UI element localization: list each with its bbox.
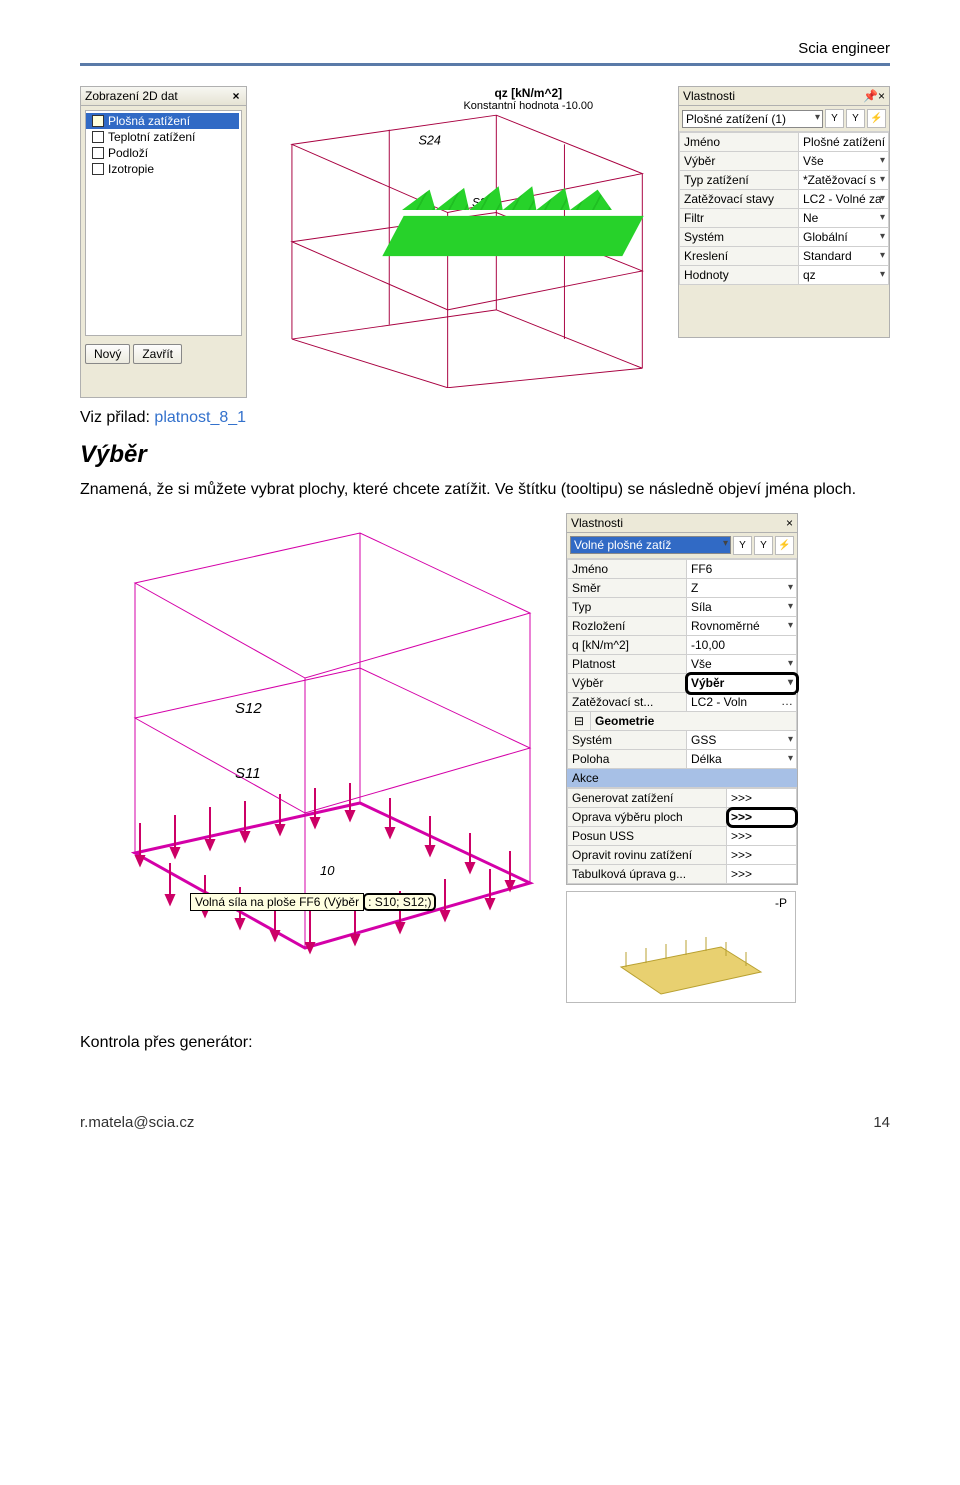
tooltip-highlight: : S10; S12;): [363, 893, 436, 911]
akce-oprava-highlight[interactable]: >>>: [727, 808, 797, 827]
props1-dropdown[interactable]: Plošné zatížení (1): [682, 110, 823, 128]
link-platnost[interactable]: platnost_8_1: [154, 409, 246, 426]
figure-2: S12 S11 10 []: [80, 513, 890, 1003]
props2-title: Vlastnosti: [571, 516, 623, 530]
figure-1: Zobrazení 2D dat × Plošná zatížení Teplo…: [80, 86, 890, 398]
footer-email: r.matela@scia.cz: [80, 1114, 194, 1131]
tree-item-podlozi[interactable]: Podloží: [86, 145, 239, 161]
props1-hodnoty[interactable]: qz: [799, 266, 889, 285]
body2-line: Kontrola přes generátor:: [80, 1033, 890, 1054]
pin-icon[interactable]: 📌: [863, 89, 878, 103]
close-icon[interactable]: ×: [229, 89, 242, 103]
zobrazeni-panel: Zobrazení 2D dat × Plošná zatížení Teplo…: [80, 86, 247, 398]
filter2-icon[interactable]: Y: [846, 109, 865, 128]
novy-button[interactable]: Nový: [85, 344, 130, 364]
footer-page: 14: [873, 1114, 890, 1131]
tree-item-teplotni[interactable]: Teplotní zatížení: [86, 129, 239, 145]
props1-system[interactable]: Globální: [799, 228, 889, 247]
akce-generovat[interactable]: >>>: [727, 789, 797, 808]
header-app: Scia engineer: [80, 40, 890, 57]
props1-grid: JménoPlošné zatížení VýběrVše Typ zatíže…: [679, 132, 889, 285]
tree-item-izotropie[interactable]: Izotropie: [86, 161, 239, 177]
heading-vyber: Výběr: [80, 439, 890, 470]
figure1-3d: qz [kN/m^2] Konstantní hodnota -10.00 S2…: [253, 86, 672, 396]
wand-icon[interactable]: ⚡: [775, 536, 794, 555]
props2-vyber-highlight[interactable]: Výběr: [687, 674, 797, 693]
props2-grid: JménoFF6 SměrZ TypSíla RozloženíRovnoměr…: [567, 559, 797, 769]
tooltip: Volná síla na ploše FF6 (Výběr: S10; S12…: [190, 893, 436, 911]
collapse-icon[interactable]: ⊟: [568, 712, 591, 731]
zobrazeni-tree: Plošná zatížení Teplotní zatížení Podlož…: [85, 110, 242, 336]
svg-text:S24: S24: [419, 133, 442, 147]
wand-icon[interactable]: ⚡: [867, 109, 886, 128]
footer: r.matela@scia.cz 14: [80, 1114, 890, 1131]
zobrazeni-title: Zobrazení 2D dat ×: [81, 87, 246, 106]
props1-title: Vlastnosti: [683, 89, 735, 103]
body-paragraph: Znamená, že si můžete vybrat plochy, kte…: [80, 480, 890, 501]
tree-item-plosna[interactable]: Plošná zatížení: [86, 113, 239, 129]
filter-icon[interactable]: Y: [825, 109, 844, 128]
zobrazeni-title-text: Zobrazení 2D dat: [85, 89, 178, 103]
props1-jmeno[interactable]: Plošné zatížení: [799, 133, 889, 152]
props1-vyber[interactable]: Vše: [799, 152, 889, 171]
filter2-icon[interactable]: Y: [754, 536, 773, 555]
props1-typ[interactable]: *Zatěžovací s: [799, 171, 889, 190]
svg-text:S11: S11: [235, 765, 261, 782]
props1-kresleni[interactable]: Standard: [799, 247, 889, 266]
preview-label: -P: [775, 896, 787, 910]
svg-text:S12: S12: [235, 700, 262, 717]
close-icon[interactable]: ×: [878, 89, 885, 103]
figure1-props: Vlastnosti 📌 × Plošné zatížení (1) Y Y ⚡…: [678, 86, 890, 338]
props1-stavy[interactable]: LC2 - Volné za: [799, 190, 889, 209]
header-rule: [80, 63, 890, 66]
body-viz: Viz přilad: platnost_8_1: [80, 408, 890, 429]
props1-filtr[interactable]: Ne: [799, 209, 889, 228]
akce-header: Akce: [567, 769, 797, 788]
filter-icon[interactable]: Y: [733, 536, 752, 555]
preview-box: -P: [566, 891, 796, 1003]
figure2-3d: S12 S11 10 []: [80, 513, 560, 963]
props2-dropdown[interactable]: Volné plošné zatíž: [570, 536, 731, 554]
close-icon[interactable]: ×: [786, 516, 793, 530]
figure2-right: Vlastnosti × Volné plošné zatíž Y Y ⚡ Jm…: [566, 513, 796, 1003]
zavrit-button[interactable]: Zavřít: [133, 344, 182, 364]
